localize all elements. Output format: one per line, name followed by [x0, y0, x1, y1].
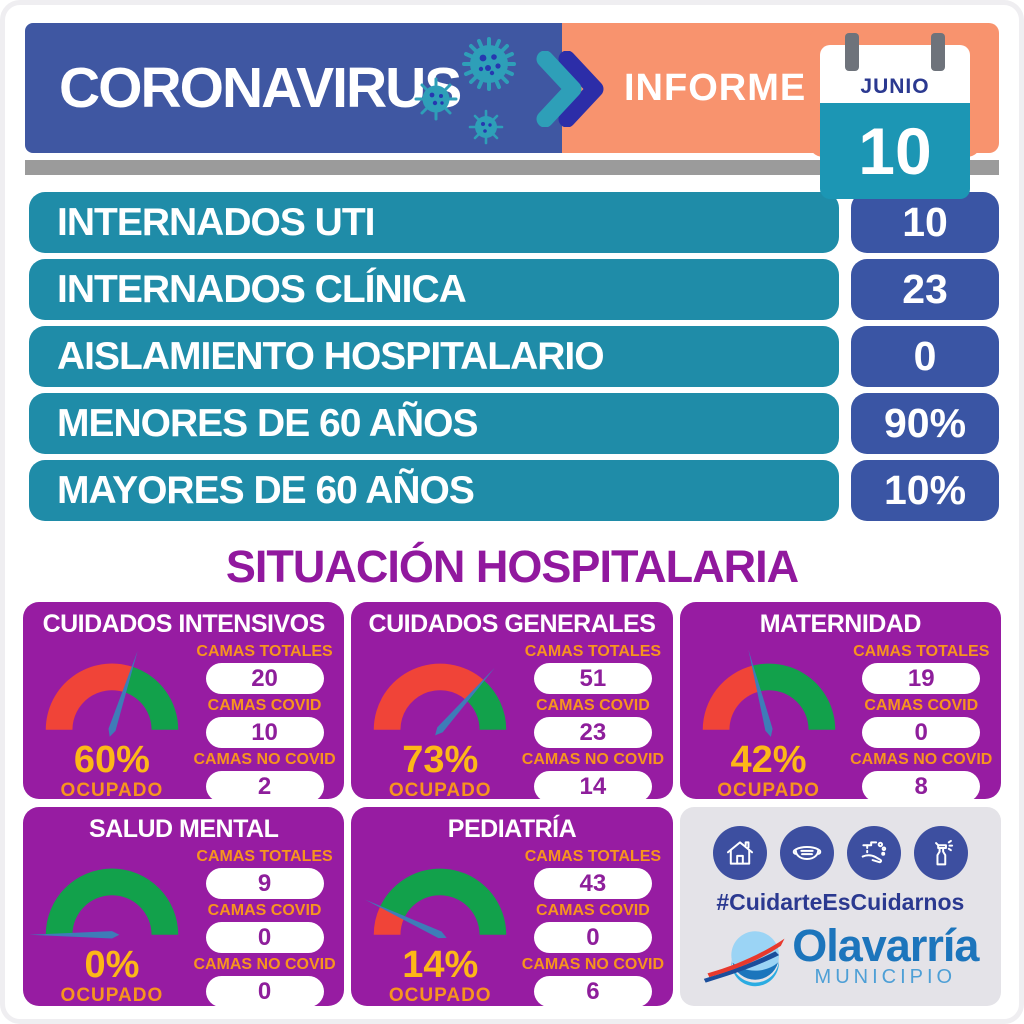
prevention-icons	[712, 825, 968, 880]
stat-value: 0	[851, 326, 999, 387]
section-title: SITUACIÓN HOSPITALARIA	[225, 541, 799, 592]
page-title: CORONAVIRUS	[59, 56, 462, 120]
occupancy-gauge	[45, 651, 179, 737]
occupancy-word: OCUPADO	[388, 984, 492, 1006]
beds-total-value: 51	[533, 663, 652, 694]
occupancy-word: OCUPADO	[60, 779, 164, 801]
stat-row-internados-clinica: INTERNADOS CLÍNICA 23	[29, 259, 999, 320]
stat-label: AISLAMIENTO HOSPITALARIO	[29, 326, 839, 387]
beds-covid-label: CAMAS COVID	[536, 697, 650, 714]
spray-icon	[913, 825, 968, 880]
virus-icons	[414, 37, 516, 145]
informe-label: INFORME	[624, 66, 807, 109]
beds-no-covid-value: 6	[533, 976, 652, 1007]
card-title: SALUD MENTAL	[88, 815, 279, 843]
card-salud-mental: SALUD MENTAL 0% OCUPADO CAMAS TOTALES 9 …	[23, 807, 345, 1007]
beds-covid-label: CAMAS COVID	[864, 697, 979, 714]
beds-total-label: CAMAS TOTALES	[196, 643, 333, 660]
beds-total-value: 43	[533, 868, 652, 899]
beds-covid-label: CAMAS COVID	[207, 697, 322, 714]
beds-no-covid-label: CAMAS NO COVID	[193, 956, 336, 973]
beds-total-label: CAMAS TOTALES	[196, 848, 333, 865]
hand-washing-icon	[846, 825, 901, 880]
beds-no-covid-label: CAMAS NO COVID	[850, 751, 993, 768]
beds-total-value: 19	[862, 663, 981, 694]
occupancy-gauge	[702, 649, 835, 737]
stat-row-mayores-60: MAYORES DE 60 AÑOS 10%	[29, 460, 999, 521]
mask-icon	[779, 825, 834, 880]
calendar-peg-icon	[845, 33, 859, 71]
beds-covid-value: 0	[533, 922, 652, 953]
occupancy-percent: 42%	[730, 739, 807, 781]
calendar-peg-icon	[931, 33, 945, 71]
beds-total-label: CAMAS TOTALES	[524, 848, 662, 865]
beds-no-covid-value: 8	[862, 771, 981, 802]
divider-bar	[25, 160, 999, 175]
stat-row-internados-uti: INTERNADOS UTI 10	[29, 192, 999, 253]
beds-no-covid-label: CAMAS NO COVID	[193, 751, 336, 768]
occupancy-percent: 14%	[402, 944, 479, 986]
card-title: PEDIATRÍA	[447, 815, 577, 843]
stats-list: INTERNADOS UTI 10 INTERNADOS CLÍNICA 23 …	[29, 192, 999, 521]
beds-total-label: CAMAS TOTALES	[853, 643, 990, 660]
house-icon	[712, 825, 767, 880]
stat-label: INTERNADOS UTI	[29, 192, 839, 253]
occupancy-percent: 60%	[73, 739, 150, 781]
occupancy-gauge	[365, 868, 507, 939]
stat-label: INTERNADOS CLÍNICA	[29, 259, 839, 320]
hospital-cards-grid: CUIDADOS INTENSIVOS 60% OCUPADO CAMAS TO…	[23, 602, 1001, 1007]
card-cuidados-intensivos: CUIDADOS INTENSIVOS 60% OCUPADO CAMAS TO…	[23, 602, 345, 802]
card-title: CUIDADOS INTENSIVOS	[42, 610, 326, 638]
calendar-month: JUNIO	[820, 45, 970, 103]
occupancy-word: OCUPADO	[60, 984, 164, 1006]
beds-covid-label: CAMAS COVID	[207, 902, 322, 919]
beds-total-label: CAMAS TOTALES	[524, 643, 662, 660]
chevron-right-icon	[536, 51, 604, 127]
logo-subtitle: MUNICIPIO	[814, 966, 957, 989]
logo-name: Olavarría	[792, 919, 979, 971]
beds-no-covid-value: 0	[205, 976, 324, 1007]
header-blue-panel: CORONAVIRUS	[25, 23, 562, 153]
stat-label: MENORES DE 60 AÑOS	[29, 393, 839, 454]
stat-row-aislamiento: AISLAMIENTO HOSPITALARIO 0	[29, 326, 999, 387]
calendar-card: JUNIO 10	[820, 45, 970, 199]
beds-no-covid-label: CAMAS NO COVID	[521, 751, 664, 768]
occupancy-gauge	[29, 868, 179, 939]
beds-covid-label: CAMAS COVID	[536, 902, 650, 919]
occupancy-gauge	[373, 663, 507, 736]
beds-total-value: 20	[205, 663, 324, 694]
occupancy-percent: 0%	[84, 944, 140, 986]
calendar: JUNIO 10	[809, 27, 981, 199]
stat-row-menores-60: MENORES DE 60 AÑOS 90%	[29, 393, 999, 454]
footer-panel: #CuidarteEsCuidarnos Olavarría MUNICIPIO	[679, 807, 1001, 1006]
stat-value: 23	[851, 259, 999, 320]
stat-value: 10%	[851, 460, 999, 521]
beds-covid-value: 10	[205, 717, 324, 748]
header: CORONAVIRUS	[25, 23, 999, 199]
stat-value: 90%	[851, 393, 999, 454]
olavarria-logo-icon	[704, 931, 785, 987]
beds-no-covid-value: 2	[205, 771, 324, 802]
stat-label: MAYORES DE 60 AÑOS	[29, 460, 839, 521]
beds-covid-value: 0	[862, 717, 981, 748]
olavarria-logo: Olavarría MUNICIPIO	[702, 919, 979, 989]
beds-covid-value: 0	[205, 922, 324, 953]
stat-value: 10	[851, 192, 999, 253]
occupancy-word: OCUPADO	[388, 779, 492, 801]
hashtag-text: #CuidarteEsCuidarnos	[716, 888, 965, 915]
beds-total-value: 9	[205, 868, 324, 899]
card-title: CUIDADOS GENERALES	[368, 610, 656, 638]
beds-covid-value: 23	[533, 717, 652, 748]
card-cuidados-generales: CUIDADOS GENERALES 73% OCUPADO CAMAS TOT…	[351, 602, 673, 802]
occupancy-percent: 73%	[402, 739, 479, 781]
card-pediatria: PEDIATRÍA 14% OCUPADO CAMAS TOTALES 43 C…	[351, 807, 673, 1007]
occupancy-word: OCUPADO	[717, 779, 820, 801]
card-title: MATERNIDAD	[759, 610, 922, 638]
beds-no-covid-label: CAMAS NO COVID	[521, 956, 664, 973]
calendar-day: 10	[820, 103, 970, 199]
beds-no-covid-value: 14	[533, 771, 652, 802]
card-maternidad: MATERNIDAD 42% OCUPADO CAMAS TOTALES 19 …	[679, 602, 1001, 802]
